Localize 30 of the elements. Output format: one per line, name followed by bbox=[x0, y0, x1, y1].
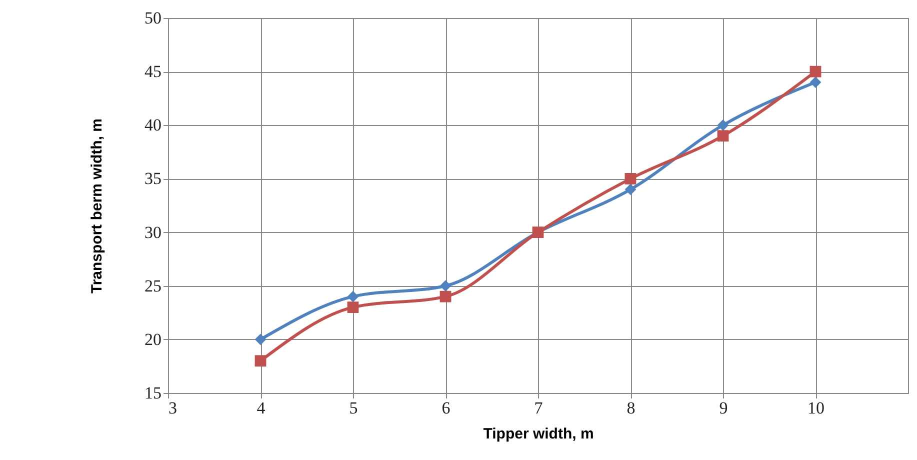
point bbox=[717, 119, 729, 131]
x-tick-label: 4 bbox=[256, 398, 266, 418]
point bbox=[810, 76, 822, 88]
point bbox=[254, 355, 266, 367]
point bbox=[624, 173, 636, 184]
point bbox=[254, 334, 266, 346]
point bbox=[440, 290, 452, 302]
y-tick-label: 20 bbox=[144, 330, 162, 349]
y-tick-label: 35 bbox=[144, 169, 162, 188]
y-tick-label: 30 bbox=[144, 222, 162, 242]
y-axis-title: Transport berm width, m bbox=[88, 118, 106, 294]
x-tick-label: 6 bbox=[442, 398, 450, 418]
x-tick-label: 7 bbox=[534, 398, 544, 418]
point bbox=[347, 290, 359, 302]
y-tick-label: 45 bbox=[144, 62, 162, 82]
point bbox=[810, 66, 822, 78]
x-tick-label: 10 bbox=[808, 398, 824, 418]
y-tick-label: 40 bbox=[144, 116, 162, 135]
y-tick-label: 25 bbox=[144, 276, 162, 296]
x-tick-label: 3 bbox=[168, 398, 177, 418]
x-axis-title: Tipper width, m bbox=[483, 426, 594, 442]
x-tick-label: 5 bbox=[349, 398, 358, 418]
y-tick-label: 50 bbox=[144, 8, 162, 28]
x-tick-label: 8 bbox=[626, 398, 636, 418]
point bbox=[440, 280, 452, 292]
x-tick-label: 9 bbox=[719, 398, 728, 418]
point bbox=[717, 130, 729, 142]
point bbox=[624, 184, 636, 196]
y-tick-label: 15 bbox=[144, 384, 162, 402]
point bbox=[347, 302, 359, 313]
